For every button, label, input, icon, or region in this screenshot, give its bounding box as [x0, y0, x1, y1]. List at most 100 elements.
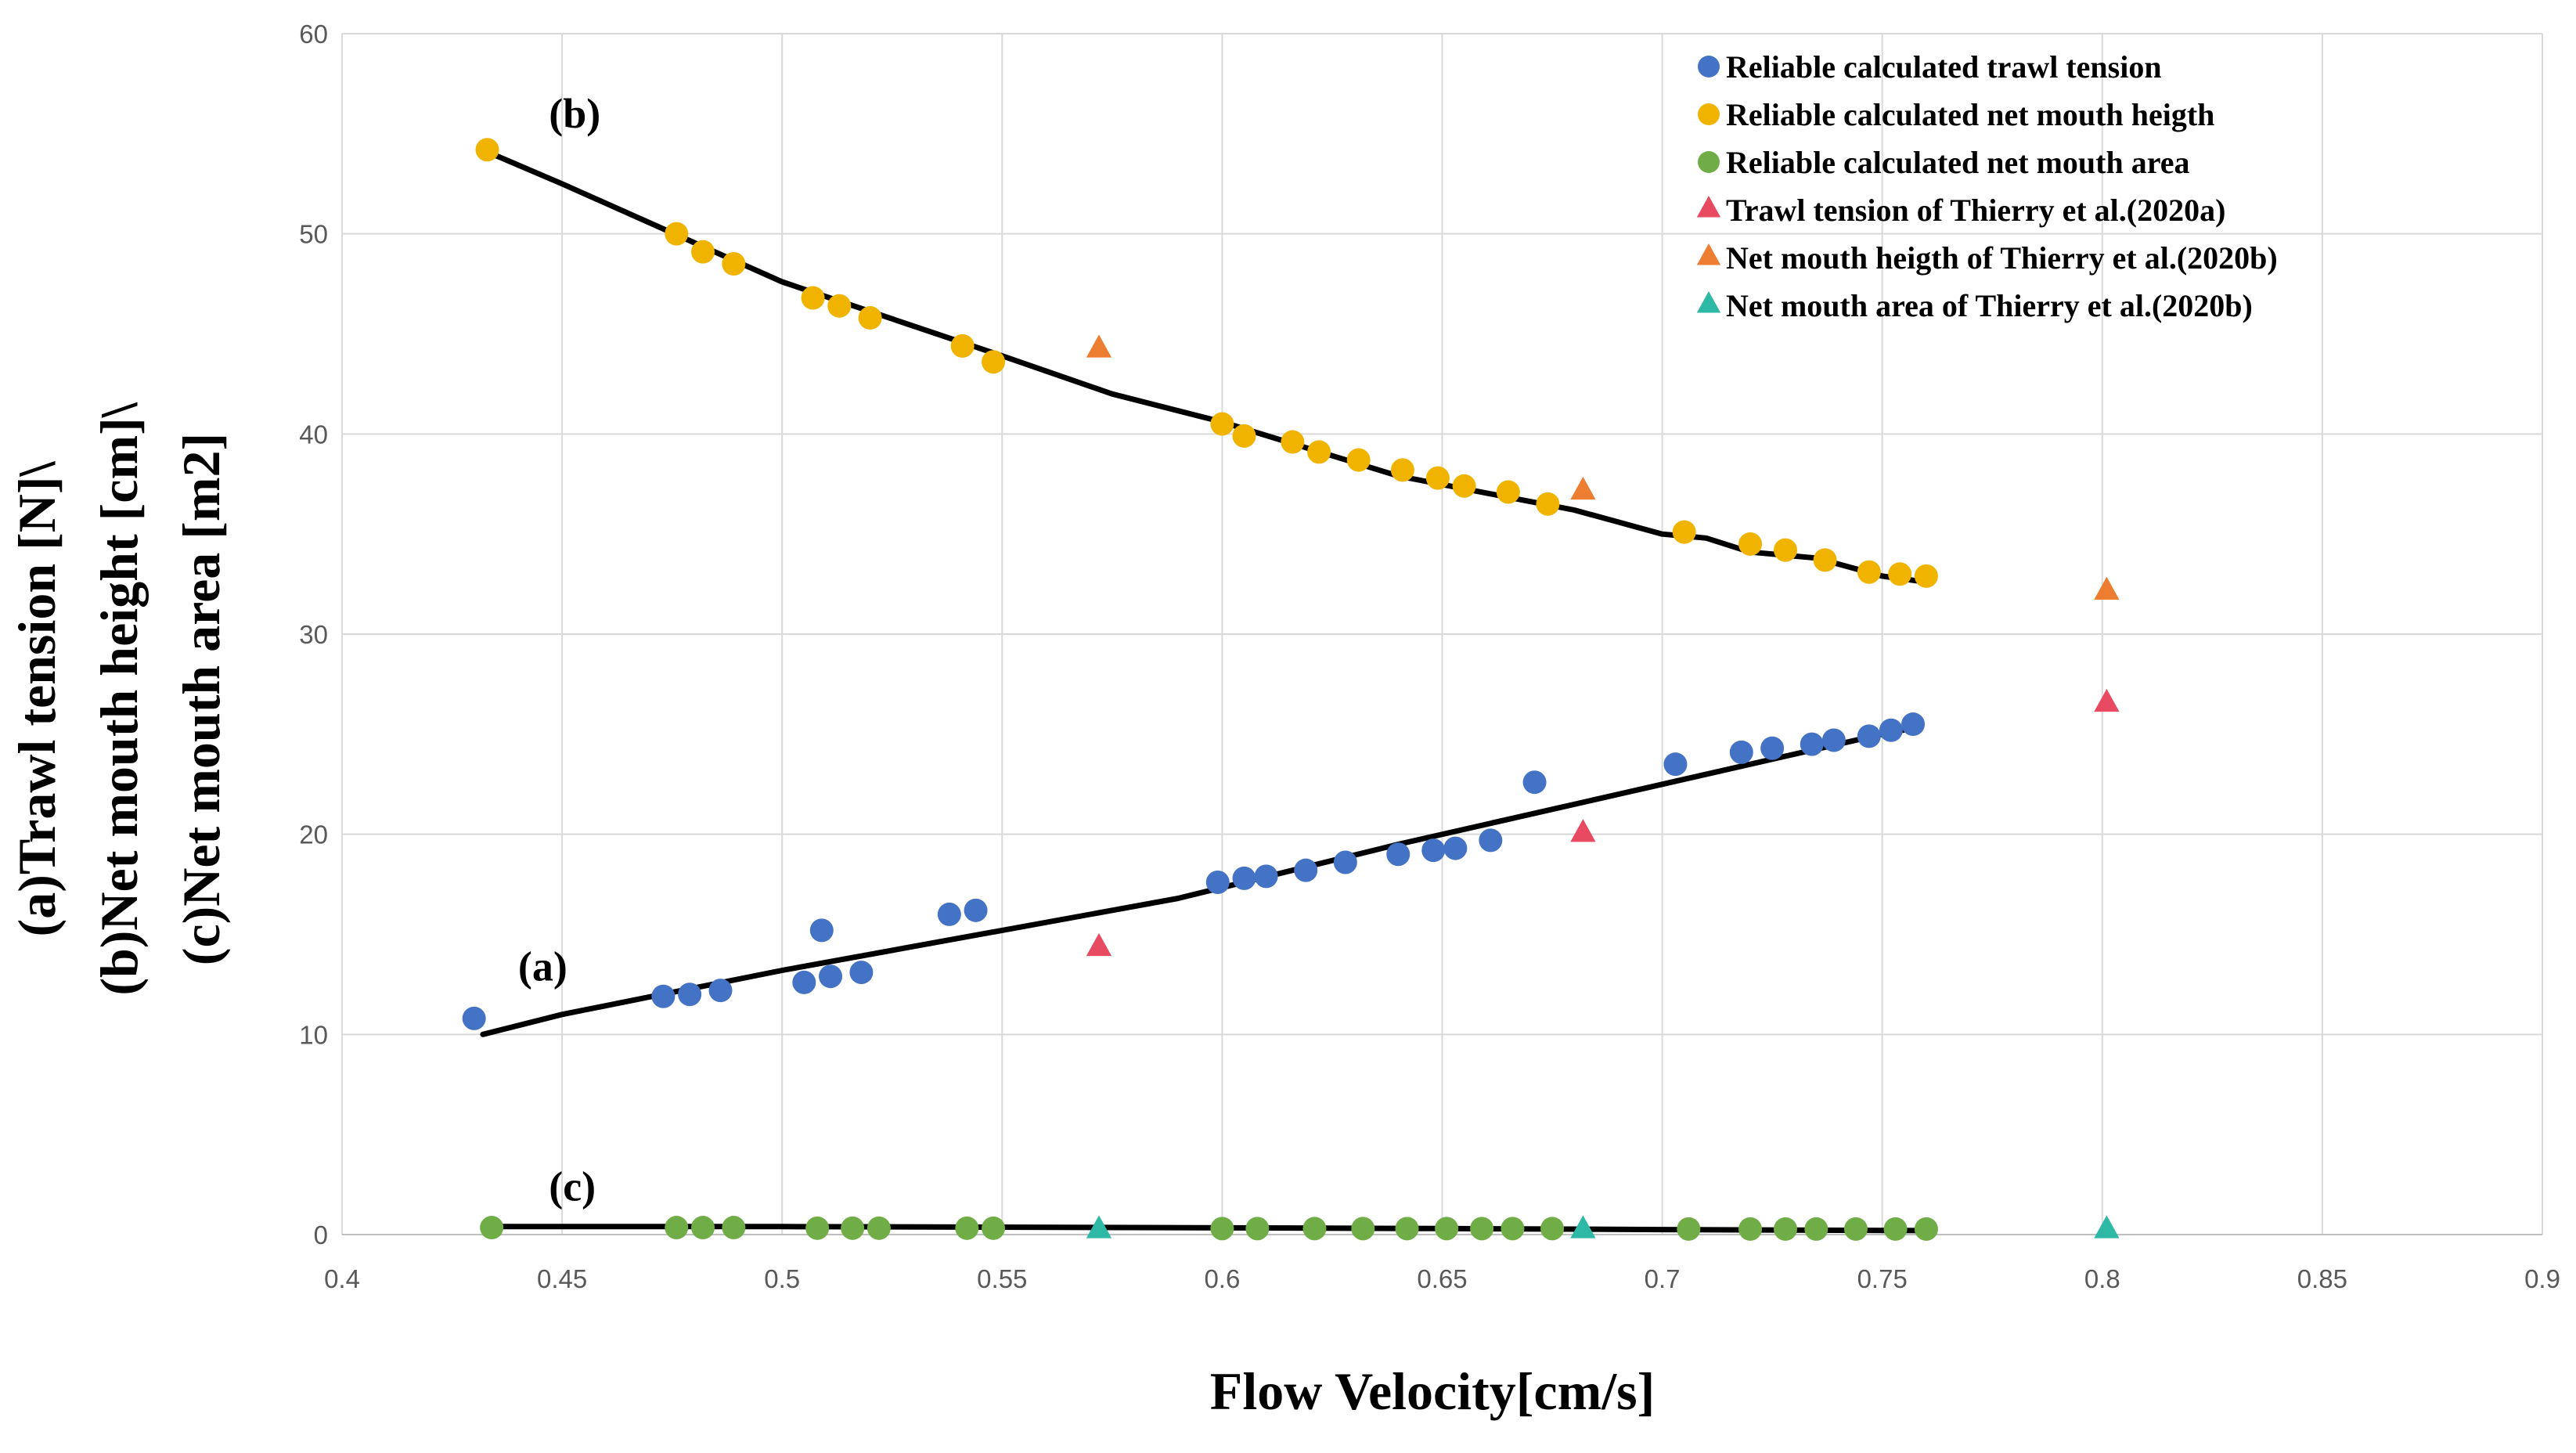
legend-marker [1698, 151, 1720, 173]
curve-label: (a) [518, 943, 567, 990]
data-point [1663, 752, 1688, 777]
data-point [1821, 728, 1846, 752]
data-point [950, 334, 975, 358]
y-tick-label: 10 [299, 1020, 328, 1049]
data-point [937, 902, 961, 926]
legend-marker [1698, 103, 1720, 125]
data-point [1879, 718, 1903, 742]
data-point [708, 979, 733, 1003]
y-tick-label: 40 [299, 420, 328, 449]
data-point [691, 240, 715, 264]
data-point [1470, 1217, 1494, 1241]
data-point [1883, 1217, 1908, 1241]
data-point [651, 984, 676, 1008]
data-point [1254, 864, 1278, 889]
data-point [1351, 1217, 1375, 1241]
data-point [1210, 1217, 1234, 1241]
data-point [462, 1006, 486, 1030]
data-point [819, 964, 843, 989]
x-tick-label: 0.45 [537, 1264, 587, 1293]
x-tick-label: 0.6 [1204, 1264, 1240, 1293]
y-axis-title-line-2: (b)Net mouth height [cm]\ [89, 402, 149, 995]
data-point [1245, 1217, 1270, 1241]
grid [341, 33, 2543, 1235]
data-point [801, 286, 825, 310]
data-point [1760, 736, 1785, 760]
legend-label: Reliable calculated net mouth area [1726, 145, 2190, 180]
data-point-triangle [2094, 1215, 2120, 1238]
data-point [982, 350, 1006, 374]
data-point-triangle [1570, 1215, 1596, 1238]
legend-marker-triangle [1696, 291, 1721, 313]
data-point [1522, 770, 1547, 795]
data-point-triangle [2094, 688, 2120, 712]
data-point [805, 1216, 830, 1240]
legend-marker [1698, 56, 1720, 78]
data-point [1452, 474, 1476, 498]
legend: Reliable calculated trawl tension Reliabl… [1696, 49, 2278, 323]
data-point [1800, 732, 1824, 756]
data-point [1386, 842, 1410, 867]
data-point [1232, 866, 1256, 890]
data-point [1421, 838, 1446, 863]
data-point [691, 1216, 715, 1240]
x-tick-label: 0.4 [324, 1264, 360, 1293]
data-point [1435, 1217, 1459, 1241]
data-point [1210, 412, 1234, 436]
y-axis-title-line-1: (a)Trawl tension [N]\ [7, 460, 67, 936]
data-point [665, 1216, 689, 1240]
data-point [1232, 424, 1256, 448]
data-point [809, 918, 834, 943]
data-point [1205, 871, 1230, 895]
data-point [665, 222, 689, 246]
data-point [1333, 850, 1357, 874]
data-point-triangle [1570, 819, 1596, 842]
data-point [964, 898, 988, 922]
y-axis-title: (a)Trawl tension [N]\ (b)Net mouth heigh… [7, 402, 231, 995]
y-tick-label: 20 [299, 820, 328, 849]
fit-line [488, 150, 1929, 585]
data-point [1843, 1217, 1868, 1241]
data-point [1774, 1217, 1798, 1241]
data-point [1857, 724, 1881, 748]
x-tick-label: 0.8 [2084, 1264, 2120, 1293]
x-tick-label: 0.9 [2524, 1264, 2560, 1293]
data-point-triangle [1086, 334, 1112, 358]
data-point [849, 961, 874, 985]
y-tick-label: 0 [314, 1220, 328, 1249]
x-tick-label: 0.7 [1645, 1264, 1681, 1293]
y-axis-title-line-3: (c)Net mouth area [m2] [171, 433, 231, 965]
data-point [955, 1216, 979, 1240]
data-point [1425, 466, 1450, 490]
data-point [1672, 520, 1696, 544]
y-tick-label: 30 [299, 620, 328, 649]
data-point [1395, 1217, 1419, 1241]
curve-label: (b) [549, 90, 600, 137]
curve-labels: (b) (a) (c) [518, 90, 600, 1210]
x-tick-label: 0.5 [764, 1264, 800, 1293]
data-point [1302, 1217, 1327, 1241]
legend-marker-triangle [1696, 196, 1721, 218]
data-markers [462, 138, 2120, 1241]
data-point [1536, 492, 1560, 516]
legend-label: Net mouth area of Thierry et al.(2020b) [1726, 288, 2253, 323]
legend-label: Net mouth heigth of Thierry et al.(2020b… [1726, 240, 2278, 276]
data-point [1390, 458, 1414, 482]
data-point [858, 306, 882, 330]
x-tick-label: 0.75 [1857, 1264, 1908, 1293]
legend-label: Reliable calculated net mouth heigth [1726, 97, 2214, 132]
legend-label: Trawl tension of Thierry et al.(2020a) [1726, 193, 2225, 228]
x-tick-label: 0.85 [2297, 1264, 2347, 1293]
data-point [866, 1216, 891, 1240]
data-point [1501, 1217, 1525, 1241]
data-point [1540, 1217, 1565, 1241]
legend-label: Reliable calculated trawl tension [1726, 49, 2162, 85]
data-point-triangle [2094, 576, 2120, 600]
curve-label: (c) [549, 1163, 596, 1210]
y-tick-label: 50 [299, 220, 328, 249]
data-point [1294, 858, 1318, 882]
data-point [475, 138, 499, 162]
axis-ticks: 0 10 20 30 40 50 60 0.4 0.45 0.5 0.55 0.6 0.65 0.7 0.7… [299, 20, 2560, 1293]
data-point [480, 1216, 504, 1240]
